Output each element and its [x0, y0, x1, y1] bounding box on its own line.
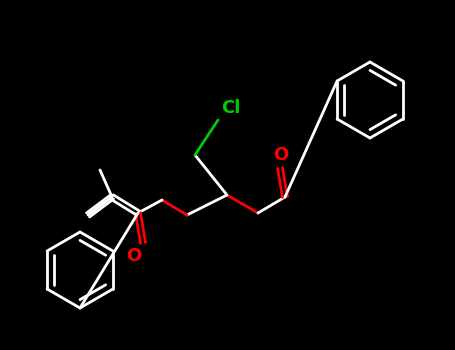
Text: O: O: [126, 247, 142, 265]
Text: O: O: [273, 146, 288, 164]
Text: Cl: Cl: [221, 99, 240, 117]
